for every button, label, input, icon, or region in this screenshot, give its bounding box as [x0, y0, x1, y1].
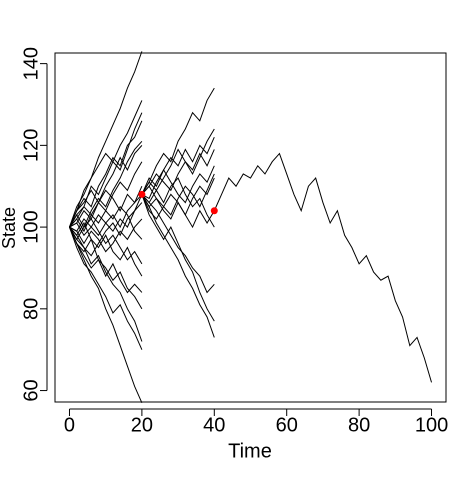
y-tick-label: 120 — [20, 129, 42, 162]
path-line — [141, 194, 215, 294]
path-line — [213, 152, 432, 383]
x-tick-label: 20 — [131, 414, 153, 436]
path-line — [69, 186, 143, 228]
path-line — [141, 149, 215, 195]
marker-point — [138, 190, 146, 198]
path-line — [141, 136, 215, 195]
x-tick-label: 100 — [415, 414, 448, 436]
y-axis-label: State — [0, 207, 19, 249]
path-line — [69, 226, 143, 294]
plot-box — [54, 52, 447, 403]
path-line — [69, 226, 143, 350]
y-tick-label: 60 — [20, 379, 42, 401]
path-line — [141, 87, 215, 195]
path-line — [141, 165, 215, 204]
y-tick-label: 140 — [20, 47, 42, 80]
x-tick-label: 0 — [64, 414, 75, 436]
x-tick-label: 40 — [203, 414, 225, 436]
path-line — [141, 177, 215, 220]
y-tick-label: 80 — [20, 298, 42, 320]
path-line — [141, 173, 215, 216]
path-line — [69, 226, 143, 404]
y-tick-label: 100 — [20, 210, 42, 243]
x-tick-label: 80 — [348, 414, 370, 436]
path-line — [69, 226, 143, 310]
path-line — [69, 100, 143, 228]
path-line — [69, 218, 143, 253]
path-line — [69, 194, 143, 237]
x-tick-label: 60 — [276, 414, 298, 436]
path-line — [69, 120, 143, 228]
marker-point — [210, 207, 218, 215]
path-line — [69, 205, 143, 240]
path-line — [69, 221, 143, 277]
path-line — [69, 51, 143, 228]
path-line — [141, 194, 215, 322]
path-line — [69, 145, 143, 228]
path-line — [141, 194, 215, 338]
path-line — [69, 202, 143, 257]
path-line — [69, 226, 143, 342]
x-axis-label: Time — [228, 440, 272, 462]
